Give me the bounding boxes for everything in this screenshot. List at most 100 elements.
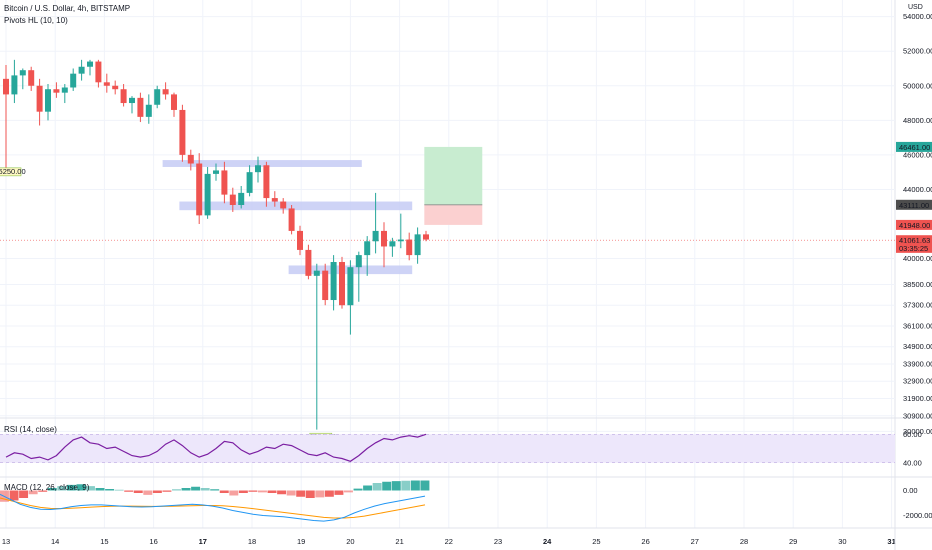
macd-line bbox=[0, 493, 426, 522]
candle-body bbox=[187, 154, 194, 164]
x-tick-label: 15 bbox=[100, 537, 108, 546]
candle-body bbox=[330, 262, 337, 301]
y-tick-label: 36100.00 bbox=[903, 321, 932, 330]
y-tick-label: 34900.00 bbox=[903, 342, 932, 351]
y-tick-label: 30000.00 bbox=[903, 427, 932, 436]
macd-histogram-bar bbox=[363, 485, 373, 491]
macd-histogram-bar bbox=[57, 486, 67, 491]
candle-body bbox=[355, 255, 362, 268]
candle-body bbox=[45, 89, 51, 112]
y-tick-label: 54000.00 bbox=[903, 12, 932, 21]
candle-body bbox=[28, 70, 35, 86]
candle-body bbox=[61, 87, 68, 93]
macd-histogram-bar bbox=[172, 489, 181, 491]
candle-body bbox=[196, 163, 203, 216]
candle-body bbox=[129, 97, 135, 104]
x-tick-label: 27 bbox=[691, 537, 699, 546]
pivot-zone bbox=[162, 160, 362, 167]
long-position-stop bbox=[424, 204, 483, 225]
y-tick-label: 31900.00 bbox=[903, 394, 932, 403]
candle-body bbox=[213, 170, 219, 174]
x-tick-label: 18 bbox=[248, 537, 256, 546]
x-tick-label: 28 bbox=[740, 537, 748, 546]
macd-histogram-bar bbox=[391, 481, 401, 491]
x-tick-label: 21 bbox=[395, 537, 403, 546]
candle-body bbox=[406, 239, 413, 256]
y-tick-label: 48000.00 bbox=[903, 116, 932, 125]
price-axis-badge-text: 43111.00 bbox=[899, 201, 929, 210]
candle-body bbox=[229, 194, 236, 205]
candle-body bbox=[381, 230, 387, 247]
candle-body bbox=[271, 198, 278, 202]
macd-histogram-bar bbox=[353, 488, 363, 491]
y-tick-label: 52000.00 bbox=[903, 47, 932, 56]
candle-body bbox=[78, 66, 85, 74]
macd-histogram-bar bbox=[124, 490, 134, 492]
candle-body bbox=[389, 241, 396, 247]
price-axis-badge bbox=[896, 141, 932, 152]
macd-histogram-bar bbox=[162, 490, 172, 492]
candle-body bbox=[154, 89, 161, 105]
rsi-indicator-label[interactable]: RSI (14, close) bbox=[4, 425, 57, 434]
pivot-label: 45250.00 bbox=[0, 167, 26, 176]
pivots-indicator-label[interactable]: Pivots HL (10, 10) bbox=[4, 16, 68, 25]
macd-tick-label: -2000.00 bbox=[903, 511, 932, 520]
x-tick-label: 20 bbox=[346, 537, 354, 546]
candle-body bbox=[19, 70, 26, 76]
macd-histogram-bar bbox=[95, 488, 105, 491]
rsi-line bbox=[5, 433, 427, 462]
candle-body bbox=[280, 201, 287, 209]
x-tick-label: 16 bbox=[149, 537, 157, 546]
macd-histogram-bar bbox=[210, 489, 220, 491]
candle-body bbox=[372, 230, 379, 242]
candle-body bbox=[162, 89, 169, 95]
macd-indicator-label[interactable]: MACD (12, 26, close, 9) bbox=[4, 483, 90, 492]
macd-histogram-bar bbox=[76, 484, 86, 491]
y-tick-label: 46000.00 bbox=[903, 150, 932, 159]
candle-body bbox=[238, 192, 245, 205]
macd-histogram-bar bbox=[114, 489, 124, 491]
macd-histogram-bar bbox=[420, 480, 430, 491]
y-tick-label: 50000.00 bbox=[903, 81, 932, 90]
currency-label: USD bbox=[908, 4, 923, 11]
x-tick-label: 19 bbox=[297, 537, 305, 546]
macd-tick-label: 0.00 bbox=[903, 486, 918, 495]
candle-body bbox=[87, 61, 93, 67]
candle-body bbox=[347, 267, 354, 306]
pivot-zone bbox=[179, 201, 413, 211]
candle-body bbox=[179, 109, 186, 155]
candle-body bbox=[414, 234, 421, 256]
macd-histogram-bar bbox=[152, 490, 162, 493]
x-tick-label: 30 bbox=[838, 537, 846, 546]
macd-histogram-bar bbox=[105, 489, 115, 491]
x-tick-label: 14 bbox=[51, 537, 59, 546]
macd-histogram-bar bbox=[219, 490, 229, 493]
y-tick-label: 32900.00 bbox=[903, 377, 932, 386]
candle-body bbox=[364, 241, 371, 256]
price-axis-badge bbox=[896, 235, 932, 246]
macd-histogram-bar bbox=[401, 480, 411, 491]
macd-histogram-bar bbox=[258, 490, 267, 493]
price-axis-badge-text: 41061.63 bbox=[899, 236, 930, 245]
macd-histogram-bar bbox=[238, 490, 248, 493]
x-tick-label: 17 bbox=[199, 537, 207, 546]
y-tick-label: 38500.00 bbox=[903, 280, 932, 289]
candle-body bbox=[112, 85, 119, 90]
candle-body bbox=[288, 208, 295, 231]
macd-histogram-bar bbox=[28, 490, 38, 495]
macd-histogram-bar bbox=[248, 490, 258, 492]
macd-histogram-bar bbox=[19, 490, 29, 498]
price-axis-badge bbox=[896, 219, 932, 230]
macd-histogram-bar bbox=[86, 486, 95, 491]
pivot-label-box bbox=[0, 167, 22, 177]
macd-histogram-bar bbox=[9, 490, 19, 501]
macd-histogram-bar bbox=[143, 490, 153, 495]
x-tick-label: 31 bbox=[887, 537, 895, 546]
rsi-band bbox=[0, 434, 895, 463]
macd-histogram-bar bbox=[38, 490, 48, 492]
price-axis-badge bbox=[896, 199, 932, 210]
macd-histogram-bar bbox=[305, 490, 315, 498]
candle-body bbox=[204, 173, 211, 216]
